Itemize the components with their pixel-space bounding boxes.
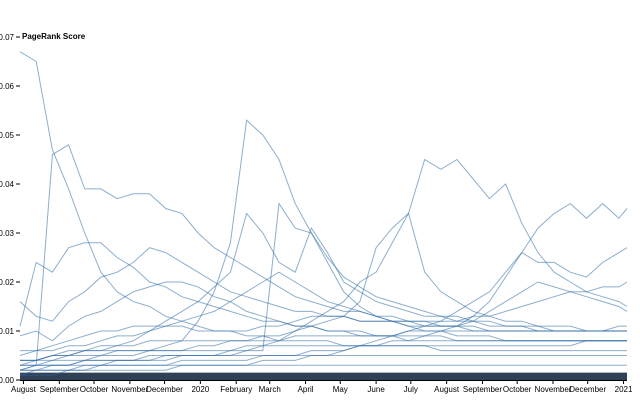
y-tick-label: 0.04 <box>0 180 15 189</box>
series-line-18 <box>19 364 627 376</box>
series-line-9 <box>19 247 627 332</box>
x-tick-label: August <box>11 385 37 394</box>
y-tick-label: 0.05 <box>0 131 15 140</box>
series-line-17 <box>19 355 627 371</box>
y-tick-label: 0.00 <box>0 376 15 385</box>
y-tick-label: 0.07 <box>0 33 15 42</box>
series-line-1 <box>19 51 627 352</box>
y-tick-label: 0.03 <box>0 229 15 238</box>
x-tick-label: October <box>80 385 109 394</box>
x-tick-label: October <box>503 385 532 394</box>
x-tick-label: September <box>463 385 502 394</box>
x-tick-label: November <box>111 385 148 394</box>
x-tick-label: May <box>333 385 348 394</box>
baseline-density-area <box>20 372 627 380</box>
x-tick-label: June <box>367 385 385 394</box>
series-line-15 <box>19 325 627 366</box>
x-tick-label: November <box>535 385 572 394</box>
x-tick-label: December <box>569 385 606 394</box>
series-line-14 <box>20 281 628 352</box>
x-tick-label: February <box>220 385 252 394</box>
x-tick-label: 2020 <box>191 385 209 394</box>
y-tick-label: 0.06 <box>0 82 15 91</box>
x-tick-label: March <box>259 385 281 394</box>
y-tick-label: 0.01 <box>0 327 15 336</box>
series-layer <box>19 51 628 376</box>
series-line-5 <box>20 202 628 376</box>
y-axis-title: PageRank Score <box>22 32 86 41</box>
x-tick-label: April <box>298 385 314 394</box>
y-tick-label: 0.02 <box>0 278 15 287</box>
series-line-4 <box>20 158 628 366</box>
series-line-16 <box>20 340 627 361</box>
series-line-7 <box>20 212 627 361</box>
x-tick-label: July <box>404 385 418 394</box>
x-tick-label: 2021 <box>615 385 633 394</box>
x-tick-label: August <box>434 385 460 394</box>
series-line-10 <box>20 212 627 366</box>
series-line-3 <box>20 119 627 361</box>
series-line-13 <box>19 271 628 356</box>
series-line-11 <box>20 247 628 371</box>
series-line-12 <box>19 281 627 342</box>
x-tick-label: December <box>146 385 183 394</box>
y-axis: 0.00 0.01 0.02 0.03 0.04 0.05 0.06 0.07 <box>0 33 20 385</box>
x-tick-label: September <box>40 385 79 394</box>
dense-series-band <box>20 372 627 380</box>
